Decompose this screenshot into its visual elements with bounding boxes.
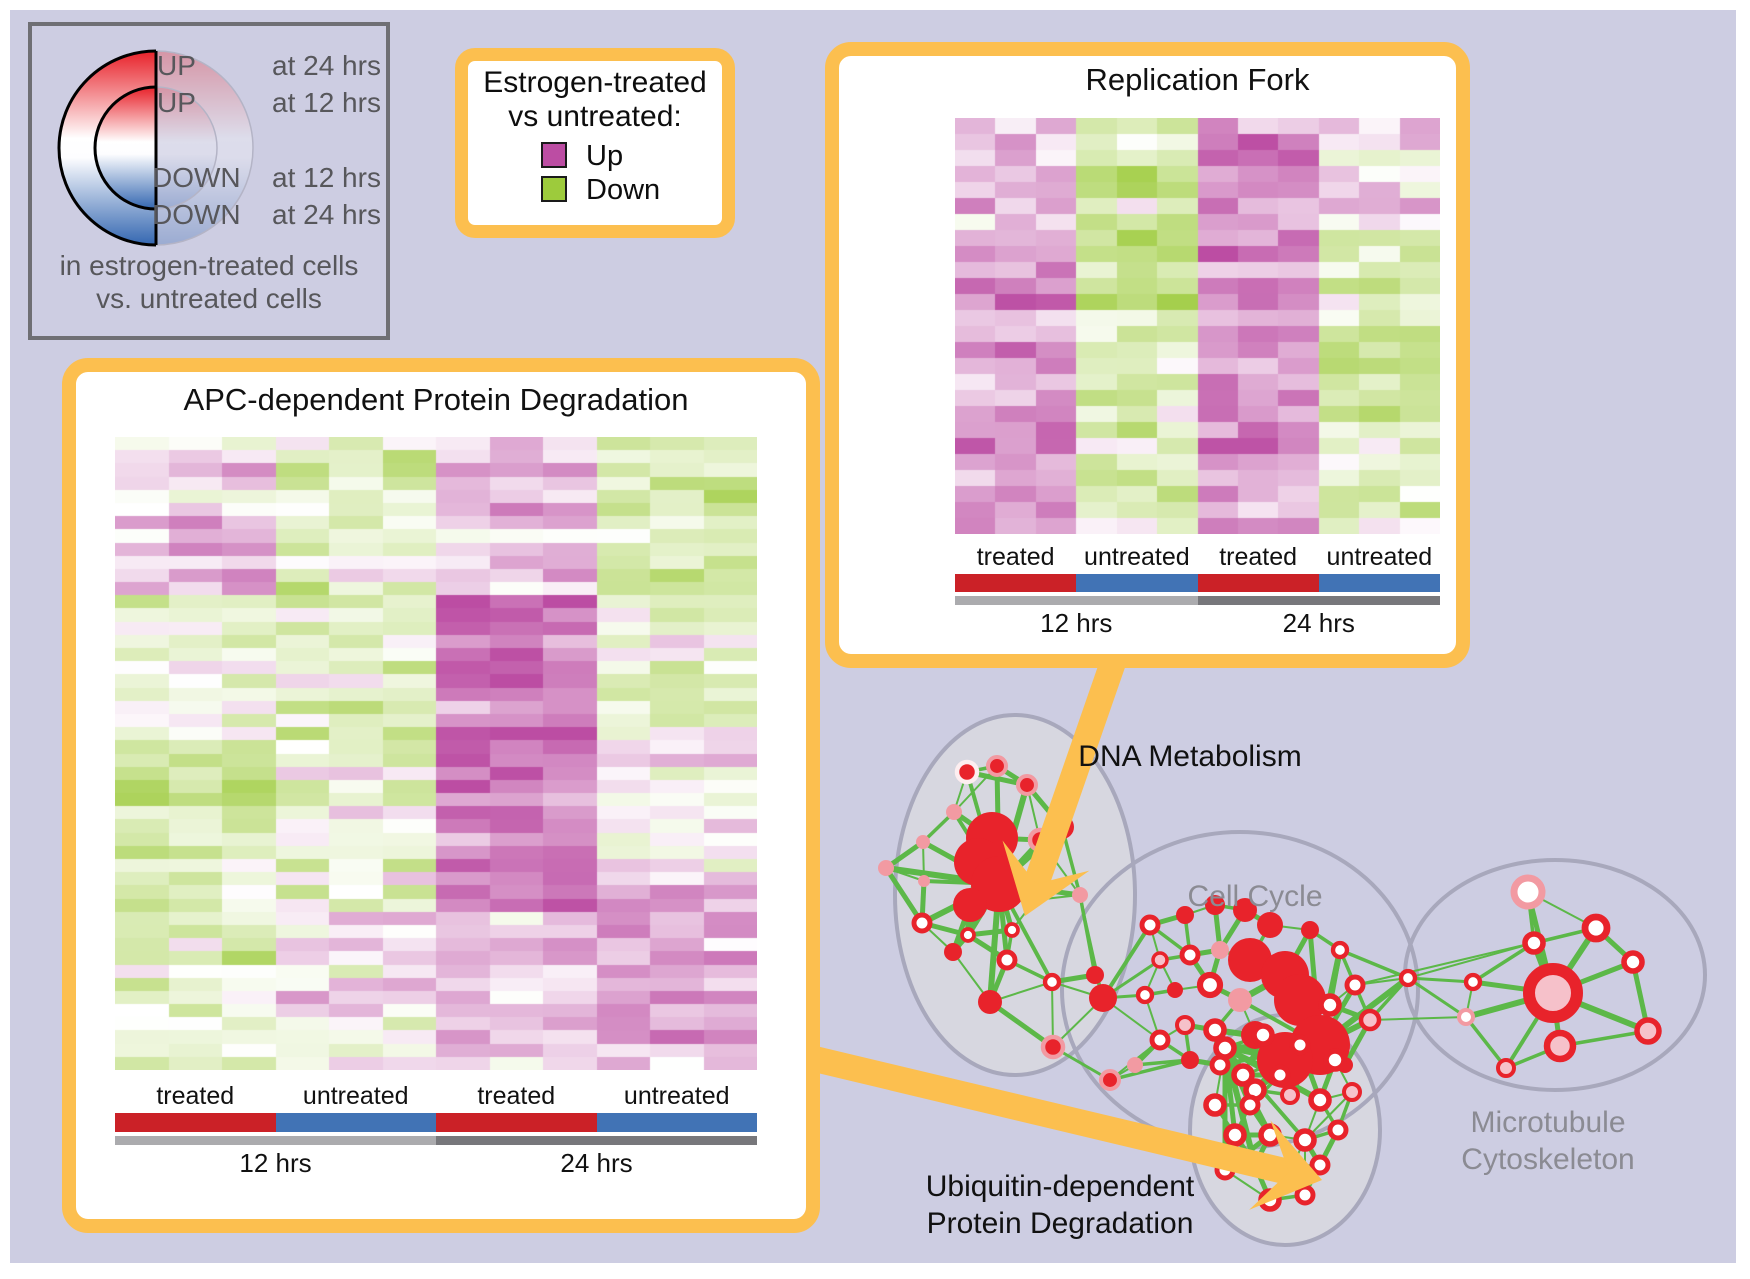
apc-condition-labels: treated untreated treated untreated — [115, 1082, 757, 1110]
cluster-label-ub: Ubiquitin-dependent Protein Degradation — [926, 1168, 1195, 1242]
apc-condition-bar — [115, 1113, 757, 1132]
time-label: 24 hrs — [560, 1148, 633, 1178]
scale-up-12-label: UP — [157, 87, 196, 118]
time-bar-segment — [436, 1136, 757, 1145]
replication-time-bar — [955, 596, 1440, 605]
time-label: 24 hrs — [1282, 608, 1355, 638]
apc-time-bar — [115, 1136, 757, 1145]
condition-label: treated — [156, 1082, 235, 1110]
updown-scale-circle — [57, 49, 254, 247]
apc-heatmap — [115, 437, 757, 1070]
scale-down-24-label: DOWN — [152, 199, 241, 230]
condition-label: treated — [1219, 543, 1298, 571]
untreated-bar-segment — [275, 1113, 436, 1132]
replication-condition-labels: treated untreated treated untreated — [955, 543, 1440, 571]
cluster-label-line: Ubiquitin-dependent — [925, 1170, 1195, 1203]
treated-bar-segment — [1197, 574, 1319, 592]
untreated-bar-segment — [596, 1113, 757, 1132]
cluster-label-line: Microtubule — [1470, 1106, 1626, 1139]
treated-bar-segment — [436, 1113, 597, 1132]
cluster-label-mt: Microtubule Cytoskeleton — [1461, 1104, 1634, 1178]
cluster-label-cc: Cell Cycle — [1187, 878, 1322, 915]
scale-up-12-time: at 12 hrs — [272, 87, 381, 118]
up-color-swatch — [541, 142, 567, 168]
time-bar-segment — [1197, 596, 1440, 605]
down-label: Down — [586, 174, 661, 206]
condition-label: untreated — [1326, 543, 1433, 571]
scale-circle-solid-half — [57, 49, 156, 247]
replication-condition-bar — [955, 574, 1440, 592]
scale-footer-line2: vs. untreated cells — [96, 283, 322, 314]
time-label: 12 hrs — [1040, 608, 1113, 638]
untreated-bar-segment — [1318, 574, 1440, 592]
down-color-swatch — [541, 176, 567, 202]
condition-label: untreated — [1084, 543, 1190, 571]
scale-footer-line1: in estrogen-treated cells — [59, 250, 359, 281]
condition-label: treated — [477, 1082, 556, 1110]
color-scale-legend-box — [28, 22, 390, 340]
up-label: Up — [586, 140, 624, 172]
cluster-label-line: Protein Degradation — [926, 1207, 1194, 1240]
scale-up-24-label: UP — [157, 50, 196, 81]
updown-legend-title-line2: vs untreated: — [508, 100, 682, 133]
treated-bar-segment — [955, 574, 1077, 592]
updown-legend-box — [455, 48, 735, 238]
cluster-label-line: Cytoskeleton — [1461, 1143, 1635, 1176]
apc-panel-title: APC-dependent Protein Degradation — [183, 382, 689, 417]
time-bar-segment — [955, 596, 1198, 605]
time-label: 12 hrs — [239, 1148, 312, 1178]
replication-fork-heatmap — [955, 118, 1440, 534]
scale-down-24-time: at 24 hrs — [272, 199, 381, 230]
scale-up-24-time: at 24 hrs — [272, 50, 381, 81]
cluster-label-dna: DNA Metabolism — [1078, 738, 1301, 775]
replication-time-labels: 12 hrs 24 hrs — [955, 608, 1440, 638]
updown-legend-title-line1: Estrogen-treated — [483, 66, 707, 99]
cluster-label-line: DNA Metabolism — [1078, 740, 1302, 773]
scale-down-12-label: DOWN — [152, 162, 241, 193]
condition-label: treated — [976, 543, 1055, 571]
cluster-label-line: Cell Cycle — [1187, 880, 1323, 913]
scale-down-12-time: at 12 hrs — [272, 162, 381, 193]
time-bar-segment — [115, 1136, 436, 1145]
condition-label: untreated — [302, 1082, 409, 1110]
replication-fork-panel-title: Replication Fork — [1085, 62, 1310, 97]
treated-bar-segment — [115, 1113, 276, 1132]
condition-label: untreated — [623, 1082, 730, 1110]
untreated-bar-segment — [1076, 574, 1198, 592]
apc-time-labels: 12 hrs 24 hrs — [115, 1148, 757, 1178]
